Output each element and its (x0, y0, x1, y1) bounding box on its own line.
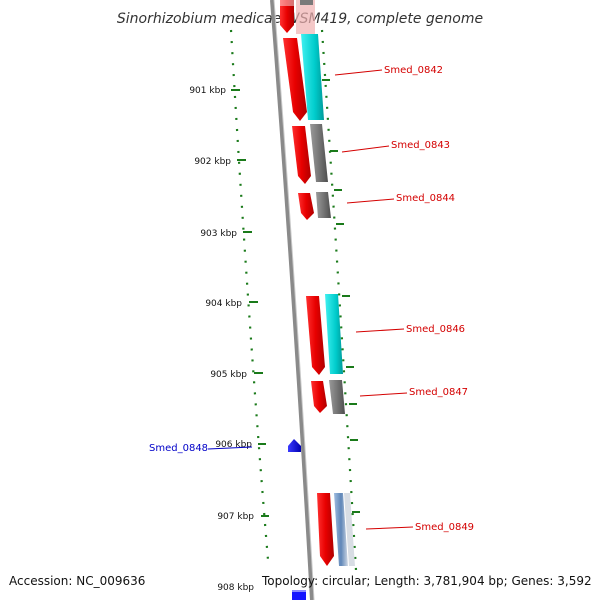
gene-clipped-top[interactable] (278, 0, 315, 34)
gene-smed-0842[interactable] (283, 34, 324, 121)
gene-smed-0843[interactable] (292, 124, 328, 184)
genome-backbone (270, 0, 314, 600)
gene-clipped-bottom[interactable] (290, 588, 308, 600)
tick-901: 901 kbp (189, 86, 240, 96)
gene-label-smed-0846[interactable]: Smed_0846 (406, 324, 465, 335)
gene-smed-0849[interactable] (317, 493, 355, 566)
gene-smed-0848[interactable] (288, 439, 301, 452)
gene-label-smed-0842[interactable]: Smed_0842 (384, 65, 443, 76)
tick-905: 905 kbp (210, 370, 263, 380)
gene-label-smed-0843[interactable]: Smed_0843 (391, 140, 450, 151)
tick-label: 903 kbp (200, 229, 237, 239)
gene-label-smed-0849[interactable]: Smed_0849 (415, 522, 474, 533)
tick-907: 907 kbp (217, 512, 269, 522)
topology-summary: Topology: circular; Length: 3,781,904 bp… (262, 574, 592, 588)
outer-track-ticks (322, 79, 360, 513)
tick-903: 903 kbp (200, 229, 252, 239)
tick-label: 908 kbp (217, 583, 254, 593)
leader-lines (207, 69, 414, 530)
tick-label: 906 kbp (215, 440, 252, 450)
tick-label: 902 kbp (194, 157, 231, 167)
gene-label-smed-0848[interactable]: Smed_0848 (149, 443, 208, 454)
tick-906: 906 kbp (215, 440, 266, 450)
gene-label-smed-0847[interactable]: Smed_0847 (409, 387, 468, 398)
tick-902: 902 kbp (194, 157, 246, 167)
tick-label: 904 kbp (205, 299, 242, 309)
inner-dotted-track (229, 29, 270, 561)
gene-label-smed-0844[interactable]: Smed_0844 (396, 193, 455, 204)
genome-backbone-highlight (273, 0, 315, 600)
tick-label: 905 kbp (210, 370, 247, 380)
gene-smed-0847[interactable] (311, 380, 345, 414)
gene-smed-0846[interactable] (306, 294, 343, 375)
tick-label: 901 kbp (189, 86, 226, 96)
accession-label: Accession: NC_009636 (9, 574, 146, 588)
tick-904: 904 kbp (205, 299, 258, 309)
tick-908: 908 kbp (217, 583, 254, 593)
tick-label: 907 kbp (217, 512, 254, 522)
gene-smed-0844[interactable] (298, 192, 331, 220)
